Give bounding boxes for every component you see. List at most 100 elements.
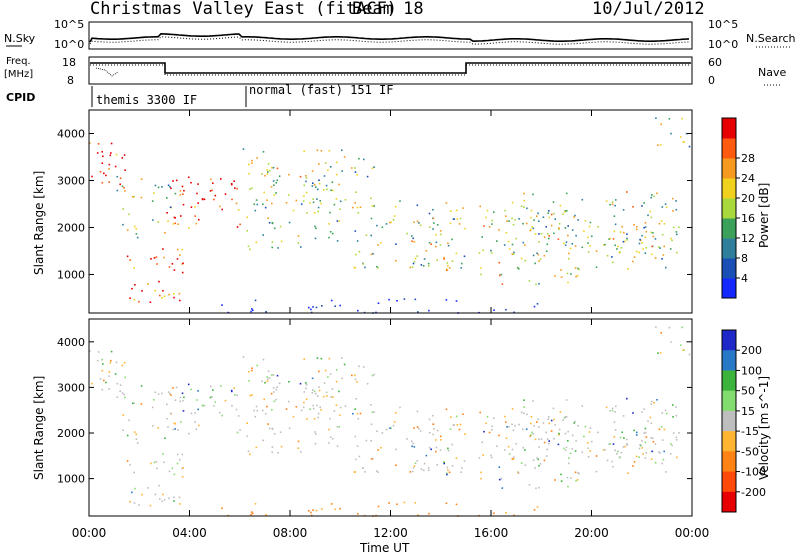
heatmap-cell xyxy=(534,438,537,441)
heatmap-cell xyxy=(411,440,413,443)
colorbar-tick-label: 4 xyxy=(741,272,748,285)
heatmap-cell xyxy=(626,438,628,441)
heatmap-cell xyxy=(123,362,126,364)
heatmap-cell xyxy=(553,418,555,421)
heatmap-cell xyxy=(210,385,212,388)
heatmap-cell xyxy=(490,251,493,254)
heatmap-cell xyxy=(335,369,338,371)
heatmap-cell xyxy=(428,309,430,312)
heatmap-cell xyxy=(565,210,568,212)
heatmap-cell xyxy=(124,169,126,171)
heatmap-cell xyxy=(574,471,577,474)
heatmap-cell xyxy=(254,415,257,418)
heatmap-cell xyxy=(101,369,104,372)
heatmap-cell xyxy=(358,157,360,160)
heatmap-cell xyxy=(110,152,112,154)
heatmap-cell xyxy=(481,441,483,444)
heatmap-cell xyxy=(678,226,680,228)
heatmap-cell xyxy=(353,266,356,269)
heatmap-cell xyxy=(479,411,481,414)
heatmap-cell xyxy=(538,464,540,467)
heatmap-cell xyxy=(522,446,525,449)
heatmap-cell xyxy=(180,215,182,217)
heatmap-cell xyxy=(153,461,156,464)
heatmap-cell xyxy=(661,233,664,236)
heatmap-cell xyxy=(538,283,540,285)
heatmap-cell xyxy=(501,487,504,489)
heatmap-cell xyxy=(99,378,102,380)
heatmap-cell xyxy=(490,249,492,252)
heatmap-cell xyxy=(443,256,445,259)
heatmap-cell xyxy=(334,508,336,511)
heatmap-cell xyxy=(163,256,165,259)
heatmap-cell xyxy=(608,238,610,240)
heatmap-cell xyxy=(537,212,539,215)
heatmap-cell xyxy=(354,230,357,232)
heatmap-cell xyxy=(305,175,307,177)
heatmap-cell xyxy=(612,443,615,445)
heatmap-cell xyxy=(319,406,321,408)
heatmap-cell xyxy=(255,405,258,408)
heatmap-cell xyxy=(116,175,119,178)
heatmap-cell xyxy=(176,258,179,260)
heatmap-cell xyxy=(256,364,258,367)
heatmap-cell xyxy=(393,215,396,217)
heatmap-cell xyxy=(597,226,599,228)
heatmap-cell xyxy=(324,162,327,164)
heatmap-cell xyxy=(661,462,663,465)
heatmap-cell xyxy=(363,158,365,161)
heatmap-cell xyxy=(493,211,495,213)
heatmap-cell xyxy=(179,459,181,461)
heatmap-cell xyxy=(532,193,534,196)
heatmap-cell xyxy=(597,431,599,434)
heatmap-cell xyxy=(568,252,570,255)
heatmap-cell xyxy=(196,399,198,401)
heatmap-cell xyxy=(116,396,119,398)
heatmap-cell xyxy=(108,388,110,390)
power-colorbar-label: Power [dB] xyxy=(757,183,771,248)
heatmap-cell xyxy=(558,434,560,436)
heatmap-cell xyxy=(221,304,223,306)
heatmap-cell xyxy=(332,189,334,192)
heatmap-cell xyxy=(675,200,677,202)
heatmap-cell xyxy=(336,240,339,242)
heatmap-cell xyxy=(619,251,621,253)
heatmap-cell xyxy=(445,502,448,505)
ytick-label: 1000 xyxy=(57,473,85,486)
heatmap-cell xyxy=(643,408,645,410)
heatmap-cell xyxy=(664,409,667,412)
heatmap-cell xyxy=(276,179,278,182)
heatmap-cell xyxy=(462,413,464,415)
heatmap-cell xyxy=(563,417,566,419)
heatmap-cell xyxy=(271,202,273,205)
heatmap-cell xyxy=(458,223,461,225)
heatmap-cell xyxy=(172,180,174,182)
heatmap-cell xyxy=(175,386,178,389)
heatmap-cell xyxy=(381,432,384,434)
heatmap-cell xyxy=(498,229,500,231)
heatmap-cell xyxy=(339,200,342,203)
heatmap-cell xyxy=(211,396,213,398)
heatmap-cell xyxy=(102,363,104,365)
heatmap-cell xyxy=(166,403,168,406)
heatmap-cell xyxy=(505,512,507,514)
heatmap-cell xyxy=(616,248,618,250)
heatmap-cell xyxy=(532,433,535,435)
heatmap-cell xyxy=(305,180,307,183)
heatmap-cell xyxy=(149,301,152,303)
colorbar-tick-label: 12 xyxy=(741,232,755,245)
heatmap-cell xyxy=(416,410,419,413)
heatmap-cell xyxy=(220,385,222,387)
heatmap-cell xyxy=(609,410,611,412)
heatmap-cell xyxy=(653,195,655,198)
heatmap-cell xyxy=(357,309,359,312)
heatmap-cell xyxy=(614,244,616,247)
heatmap-cell xyxy=(373,373,375,376)
heatmap-cell xyxy=(511,217,513,220)
heatmap-cell xyxy=(443,461,445,463)
heatmap-cell xyxy=(303,184,306,186)
heatmap-cell xyxy=(456,424,459,426)
xtick-label: 12:00 xyxy=(373,526,408,540)
heatmap-cell xyxy=(514,219,516,221)
heatmap-cell xyxy=(661,439,664,441)
